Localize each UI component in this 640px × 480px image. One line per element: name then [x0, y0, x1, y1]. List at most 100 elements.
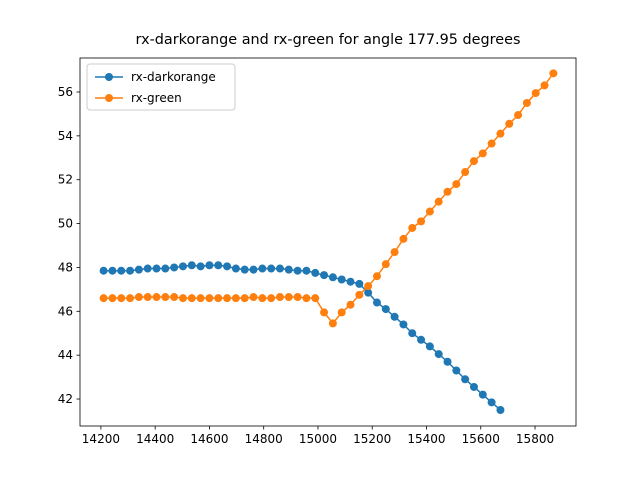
- point: [514, 111, 523, 120]
- point: [531, 89, 540, 98]
- point: [425, 342, 434, 351]
- point: [346, 300, 355, 309]
- point: [337, 275, 346, 284]
- legend-label: rx-green: [131, 91, 182, 105]
- x-tick-label: 14200: [82, 432, 120, 446]
- point: [311, 268, 320, 277]
- point: [108, 266, 117, 275]
- y-tick-label: 54: [58, 129, 73, 143]
- point: [258, 294, 267, 303]
- point: [443, 357, 452, 366]
- point: [126, 266, 135, 275]
- point: [240, 265, 249, 274]
- point: [434, 350, 443, 359]
- point: [205, 294, 214, 303]
- point: [505, 119, 514, 128]
- point: [487, 139, 496, 148]
- point: [214, 261, 223, 270]
- point: [134, 293, 143, 302]
- point: [214, 294, 223, 303]
- x-tick-label: 15200: [353, 432, 391, 446]
- point: [99, 294, 108, 303]
- point: [461, 375, 470, 384]
- axes-frame: [79, 57, 577, 427]
- point: [170, 263, 179, 272]
- point: [487, 398, 496, 407]
- point: [152, 293, 161, 302]
- point: [496, 405, 505, 414]
- point: [496, 129, 505, 138]
- y-tick-label: 42: [58, 392, 73, 406]
- x-tick-label: 14400: [136, 432, 174, 446]
- point: [267, 294, 276, 303]
- point: [161, 293, 170, 302]
- point: [346, 277, 355, 286]
- point: [390, 312, 399, 321]
- point: [408, 329, 417, 338]
- x-tick-label: 15800: [516, 432, 554, 446]
- point: [381, 305, 390, 314]
- y-tick-label: 50: [58, 217, 73, 231]
- point: [302, 266, 311, 275]
- point: [170, 293, 179, 302]
- x-tick-label: 15600: [462, 432, 500, 446]
- point: [549, 69, 558, 78]
- x-tick-label: 15000: [299, 432, 337, 446]
- point: [161, 264, 170, 273]
- point: [320, 308, 329, 317]
- point: [540, 81, 549, 90]
- chart-title: rx-darkorange and rx-green for angle 177…: [136, 32, 521, 48]
- point: [293, 293, 302, 302]
- point: [126, 294, 135, 303]
- point: [399, 320, 408, 329]
- point: [223, 262, 232, 271]
- point: [461, 168, 470, 177]
- y-tick-label: 46: [58, 304, 73, 318]
- point: [311, 294, 320, 303]
- point: [328, 273, 337, 282]
- point: [117, 294, 126, 303]
- point: [284, 293, 293, 302]
- series-line: [103, 264, 501, 411]
- point: [337, 308, 346, 317]
- point: [267, 264, 276, 273]
- point: [417, 335, 426, 344]
- point: [231, 264, 240, 273]
- series-line: [103, 72, 554, 325]
- legend: rx-darkorange rx-green: [86, 63, 236, 111]
- point: [434, 197, 443, 206]
- point: [196, 294, 205, 303]
- point: [293, 266, 302, 275]
- point: [364, 282, 373, 291]
- point: [187, 261, 196, 270]
- point: [108, 294, 117, 303]
- point: [196, 262, 205, 271]
- point: [178, 294, 187, 303]
- point: [134, 265, 143, 274]
- point: [522, 98, 531, 107]
- point: [381, 260, 390, 269]
- point: [320, 271, 329, 280]
- point: [355, 290, 364, 299]
- x-tick-label: 15400: [407, 432, 445, 446]
- legend-box: [86, 63, 236, 111]
- x-tick-label: 14600: [190, 432, 228, 446]
- point: [452, 366, 461, 375]
- legend-marker: [105, 94, 113, 102]
- y-tick-label: 56: [58, 85, 73, 99]
- point: [372, 298, 381, 307]
- y-tick-label: 48: [58, 260, 73, 274]
- point: [231, 294, 240, 303]
- point: [143, 293, 152, 302]
- point: [408, 223, 417, 232]
- point: [152, 264, 161, 273]
- point: [99, 266, 108, 275]
- point: [258, 264, 267, 273]
- point: [425, 207, 434, 216]
- point: [469, 382, 478, 391]
- y-tick-label: 52: [58, 173, 73, 187]
- point: [390, 248, 399, 257]
- point: [399, 234, 408, 243]
- point: [117, 266, 126, 275]
